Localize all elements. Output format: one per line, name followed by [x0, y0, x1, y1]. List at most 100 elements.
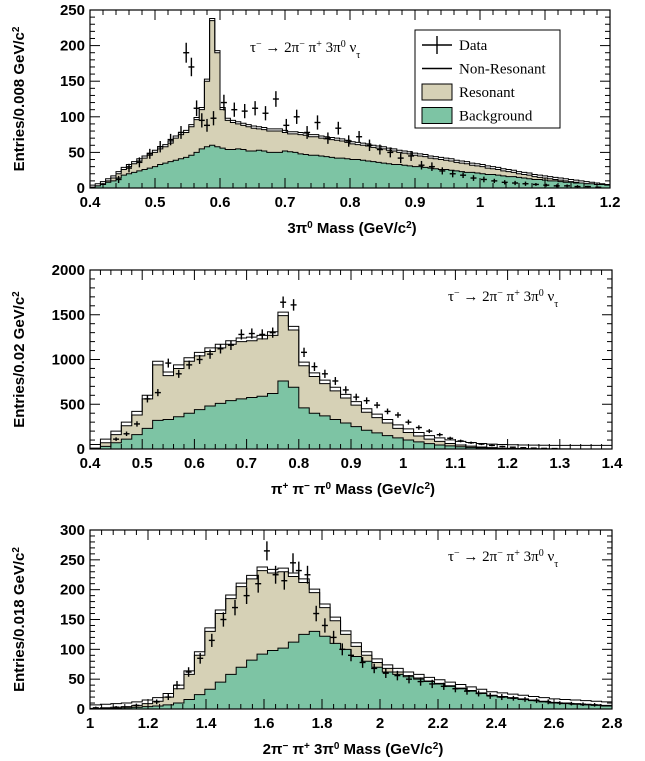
legend-label: Background [459, 109, 533, 125]
x-tick-label: 2.8 [602, 715, 623, 732]
data-point [126, 163, 132, 173]
data-point [532, 183, 539, 186]
legend-item-data: Data [422, 36, 488, 54]
data-point [397, 153, 404, 164]
x-tick-label: 2.6 [544, 715, 565, 732]
x-tick-label: 0.8 [340, 194, 361, 211]
data-point [545, 699, 552, 705]
data-point [520, 447, 527, 449]
data-point [418, 160, 425, 170]
plot-area [90, 541, 612, 709]
data-point [197, 652, 204, 664]
panel-total-mass: 1 1.2 1.4 1.6 1.8 2 2.2 2.4 2.6 2.8 0 50 100 150 200 25… [11, 522, 623, 758]
data-point [348, 649, 354, 662]
x-tick-label: 0.7 [236, 455, 257, 472]
y-tick-label: 250 [60, 2, 85, 19]
data-point [429, 679, 436, 689]
data-point [281, 571, 288, 590]
nonresonant-histogram [90, 18, 610, 186]
data-point [321, 369, 328, 378]
y-tick-label: 50 [68, 671, 85, 688]
data-point [439, 167, 446, 175]
data-point [470, 175, 477, 181]
data-point [293, 109, 300, 124]
data-point [232, 599, 238, 616]
data-point [255, 574, 262, 593]
data-point [440, 682, 447, 690]
data-point [272, 91, 279, 107]
data-point [342, 386, 349, 394]
y-tick-label: 100 [60, 109, 85, 126]
y-tick-label: 1500 [52, 307, 85, 324]
data-point [359, 657, 366, 668]
data-point [449, 170, 456, 178]
data-point [144, 395, 151, 403]
x-tick-label: 0.6 [184, 455, 205, 472]
data-point [220, 94, 227, 111]
decay-annotation: τ− → 2π− π+ 3π0 ντ [448, 288, 558, 310]
data-point [259, 329, 266, 340]
data-point [447, 436, 454, 440]
decay-annotation: τ− → 2π− π+ 3π0 ντ [448, 548, 558, 570]
data-point [204, 118, 210, 132]
data-point [417, 677, 424, 686]
data-point [468, 441, 475, 444]
x-tick-label: 0.5 [132, 455, 153, 472]
data-point [345, 135, 352, 147]
data-point [584, 185, 591, 188]
background-histogram [90, 144, 610, 188]
y-tick-label: 100 [60, 641, 85, 658]
plot-area [90, 296, 612, 449]
data-point [499, 445, 506, 448]
y-axis-title: Entries/0.02 GeV/c2 [11, 291, 29, 428]
y-tick-label: 150 [60, 73, 85, 90]
data-point [198, 113, 205, 128]
data-point [415, 425, 422, 430]
data-point [301, 347, 308, 357]
data-point [512, 180, 519, 186]
x-tick-label: 2.2 [428, 715, 449, 732]
data-point [311, 362, 318, 371]
x-tick-label: 1.1 [445, 455, 466, 472]
y-tick-label: 300 [60, 522, 85, 539]
data-point [564, 184, 571, 188]
y-tick-label: 0 [77, 441, 85, 458]
data-point [231, 102, 238, 117]
data-point [374, 402, 381, 409]
data-point [188, 57, 195, 77]
data-point [133, 421, 140, 427]
legend-item-bkg: Background [421, 107, 533, 125]
y-tick-label: 0 [77, 180, 85, 197]
data-point [428, 162, 435, 171]
data-point [478, 443, 485, 446]
data-point [167, 133, 174, 146]
data-point [262, 106, 269, 121]
x-tick-label: 1.3 [549, 455, 570, 472]
data-point [533, 698, 540, 704]
data-point [488, 444, 495, 447]
x-tick-label: 0.5 [145, 194, 166, 211]
x-tick-label: 1.8 [312, 715, 333, 732]
data-point [280, 296, 287, 308]
data-point [491, 178, 498, 184]
data-point [553, 184, 560, 188]
data-point [363, 397, 370, 404]
data-point [175, 369, 182, 378]
x-tick-label: 0.7 [275, 194, 296, 211]
legend: Data Non-Resonant Resonant Background [414, 29, 561, 129]
data-point [178, 126, 184, 139]
data-point [174, 680, 180, 690]
decay-annotation: τ− → 2π− π+ 3π0 ντ [250, 39, 360, 61]
x-tick-label: 0.6 [210, 194, 231, 211]
x-tick-label: 0.4 [80, 455, 102, 472]
data-point [304, 565, 311, 584]
data-point [248, 328, 255, 339]
data-point [136, 157, 143, 168]
data-point [543, 183, 550, 187]
data-point [269, 327, 276, 338]
x-tick-label: 1.1 [535, 194, 556, 211]
data-point [227, 340, 234, 351]
data-point [332, 377, 339, 385]
data-point [591, 703, 598, 707]
